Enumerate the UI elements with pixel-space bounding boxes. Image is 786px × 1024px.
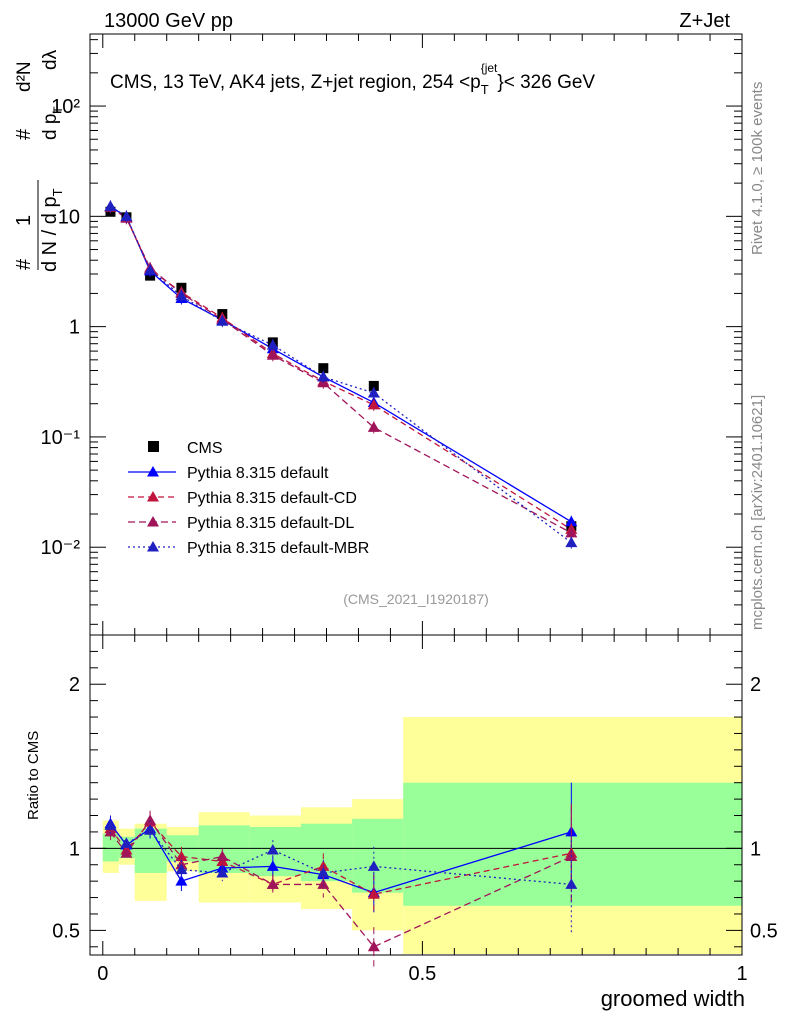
marker-dl <box>565 526 578 538</box>
band-inner-bin <box>352 818 404 893</box>
marker-mbr <box>266 339 279 350</box>
legend-label-default: Pythia 8.315 default <box>187 465 329 482</box>
rivet-label: Rivet 4.1.0, ≥ 100k events <box>749 82 766 255</box>
ratio-marker-default <box>175 875 188 886</box>
header-left: 13000 GeV pp <box>104 10 233 32</box>
marker-mbr <box>144 264 157 275</box>
analysis-watermark: (CMS_2021_I1920187) <box>343 591 489 607</box>
y-tick-label: 10² <box>51 96 80 118</box>
ratio-marker-mbr <box>216 866 229 878</box>
chart-title-close: }< 326 GeV <box>497 72 595 93</box>
legend-label-cd: Pythia 8.315 default-CD <box>187 490 357 507</box>
ylabel-one: 1 <box>13 215 35 226</box>
data-point-cms <box>318 363 329 374</box>
ratio-y-tick-label-left: 1 <box>69 838 80 860</box>
marker-mbr <box>216 315 229 326</box>
ratio-marker-mbr <box>367 860 380 871</box>
ratio-panel-frame <box>89 634 743 956</box>
ylabel-d2n: d²N <box>14 61 35 92</box>
ratio-y-tick-label-right: 0.5 <box>750 920 778 942</box>
marker-mbr <box>317 370 330 382</box>
ratio-marker-default <box>266 860 279 871</box>
ratio-y-tick-label-left: 2 <box>69 674 80 696</box>
ratio-marker-cd <box>367 888 380 899</box>
ratio-marker-dl <box>216 850 229 862</box>
ratio-y-tick-label-right: 1 <box>750 838 761 860</box>
ylabel-dn: d N / d pT <box>39 188 65 272</box>
legend-marker-dl <box>147 516 159 527</box>
marker-cd <box>367 398 380 410</box>
legend-label-data: CMS <box>187 440 223 457</box>
legend-marker-cms <box>148 441 159 452</box>
ratio-y-tick-label-right: 2 <box>750 674 761 696</box>
legend-marker-cd <box>147 491 159 502</box>
ratio-marker-mbr <box>565 878 578 889</box>
chart-title-sup: {jet <box>481 61 498 75</box>
ratio-marker-mbr <box>175 863 188 875</box>
y-tick-label: 1 <box>69 317 80 339</box>
chart-title-sub: T <box>481 82 489 97</box>
legend-label-dl: Pythia 8.315 default-DL <box>187 515 354 532</box>
marker-mbr <box>565 536 578 548</box>
mcplots-label: mcplots.cern.ch [arXiv:2401.10621] <box>749 395 766 630</box>
ratio-marker-dl <box>266 878 279 889</box>
data-point-cms <box>368 380 379 391</box>
ratio-marker-dl <box>367 940 380 952</box>
y-tick-label: 10⁻² <box>41 537 81 559</box>
x-tick-label: 0 <box>97 963 108 985</box>
x-axis-label: groomed width <box>601 986 745 1011</box>
ratio-marker-dl <box>317 878 330 889</box>
y-tick-label: 10 <box>58 206 80 228</box>
marker-dl <box>367 421 380 432</box>
ratio-marker-mbr <box>144 824 157 835</box>
series-line-cd <box>110 206 572 530</box>
series-line-dl <box>110 206 572 534</box>
y-tick-label: 10⁻¹ <box>41 427 81 449</box>
ratio-marker-mbr <box>120 837 133 848</box>
ratio-marker-dl <box>120 847 133 858</box>
x-tick-label: 0.5 <box>408 963 436 985</box>
marker-dl <box>266 349 279 360</box>
ylabel-dlam: dλ <box>40 49 61 70</box>
legend-label-mbr: Pythia 8.315 default-MBR <box>187 540 369 557</box>
marker-mbr <box>104 200 117 211</box>
ratio-uncertainty-bands <box>102 717 742 954</box>
ylabel-hash: # <box>13 258 35 270</box>
ratio-marker-mbr <box>317 866 330 878</box>
ratio-marker-mbr <box>266 843 279 855</box>
marker-mbr <box>175 289 188 301</box>
marker-default <box>565 515 578 527</box>
chart-title: CMS, 13 TeV, AK4 jets, Z+jet region, 254… <box>110 61 595 97</box>
ratio-marker-mbr <box>104 819 117 830</box>
ratio-line-dl <box>109 819 572 948</box>
chart-marks <box>104 200 578 967</box>
legend-marker-default <box>147 466 159 477</box>
marker-mbr <box>367 387 380 398</box>
legend: CMS Pythia 8.315 default Pythia 8.315 defa… <box>128 440 369 557</box>
legend-marker-mbr <box>147 541 159 552</box>
marker-mbr <box>120 210 133 221</box>
band-inner-bin <box>102 833 119 862</box>
ratio-y-label: Ratio to CMS <box>25 731 42 820</box>
ratio-marker-dl <box>104 825 117 837</box>
header-right: Z+Jet <box>679 10 730 32</box>
chart-title-main: CMS, 13 TeV, AK4 jets, Z+jet region, 254… <box>110 72 481 93</box>
series-line-default <box>110 205 572 523</box>
ylabel-dp: d pT <box>40 106 65 140</box>
x-tick-label: 1 <box>736 963 747 985</box>
ratio-marker-dl <box>144 814 157 825</box>
main-y-axis-label: # 1 d N / d pT # d²N d pT dλ <box>13 49 65 272</box>
ratio-y-tick-label-left: 0.5 <box>52 920 80 942</box>
ylabel-hash2: # <box>13 128 35 140</box>
